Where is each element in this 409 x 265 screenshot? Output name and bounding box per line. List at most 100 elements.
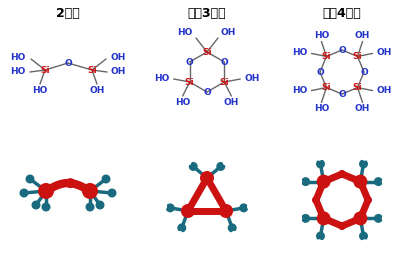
Circle shape — [315, 240, 322, 246]
Circle shape — [86, 212, 93, 219]
Circle shape — [188, 162, 197, 171]
Text: HO: HO — [291, 48, 307, 57]
Circle shape — [82, 183, 98, 199]
Text: HO: HO — [313, 104, 328, 113]
Circle shape — [165, 203, 174, 212]
Text: HO: HO — [313, 31, 328, 40]
Circle shape — [38, 183, 54, 199]
Circle shape — [294, 215, 301, 222]
Circle shape — [102, 209, 109, 216]
Text: O: O — [64, 59, 72, 68]
Text: 2量体: 2量体 — [56, 7, 80, 20]
Circle shape — [360, 153, 367, 161]
Text: HO: HO — [11, 52, 26, 61]
Circle shape — [120, 191, 127, 198]
Circle shape — [27, 209, 34, 216]
Text: HO: HO — [175, 98, 190, 107]
Circle shape — [315, 232, 324, 241]
Circle shape — [294, 178, 301, 185]
Text: Si: Si — [87, 65, 97, 74]
Text: HO: HO — [177, 28, 193, 37]
Circle shape — [8, 191, 16, 198]
Circle shape — [31, 201, 40, 210]
Circle shape — [316, 175, 330, 189]
Circle shape — [360, 240, 367, 246]
Text: HO: HO — [291, 86, 307, 95]
Text: Si: Si — [352, 83, 362, 92]
Circle shape — [111, 169, 118, 176]
Text: Si: Si — [321, 52, 330, 61]
Text: OH: OH — [375, 86, 391, 95]
Circle shape — [227, 223, 236, 232]
Circle shape — [41, 202, 50, 211]
Text: Si: Si — [321, 83, 330, 92]
Text: OH: OH — [111, 67, 126, 76]
Text: OH: OH — [375, 48, 391, 57]
Circle shape — [175, 231, 182, 238]
Circle shape — [65, 178, 75, 188]
Circle shape — [373, 214, 382, 223]
Circle shape — [358, 232, 367, 241]
Text: OH: OH — [89, 86, 104, 95]
Circle shape — [360, 153, 367, 161]
Text: O: O — [337, 90, 345, 99]
Circle shape — [300, 214, 309, 223]
Circle shape — [353, 175, 366, 189]
Circle shape — [315, 153, 322, 161]
Text: OH: OH — [354, 104, 369, 113]
Text: Si: Si — [202, 47, 211, 56]
Text: 環犴4量体: 環犴4量体 — [322, 7, 360, 20]
Circle shape — [8, 191, 16, 198]
Text: Si: Si — [352, 52, 362, 61]
Circle shape — [247, 203, 254, 210]
Text: O: O — [337, 46, 345, 55]
Circle shape — [184, 158, 191, 165]
Circle shape — [353, 211, 366, 226]
Circle shape — [315, 153, 322, 161]
Text: HO: HO — [11, 67, 26, 76]
Circle shape — [107, 188, 116, 197]
Circle shape — [200, 171, 213, 185]
Circle shape — [358, 159, 367, 168]
Circle shape — [102, 209, 109, 216]
Circle shape — [85, 202, 94, 211]
Circle shape — [381, 215, 388, 222]
Text: O: O — [185, 58, 193, 67]
Circle shape — [216, 162, 225, 171]
Circle shape — [101, 174, 110, 183]
Text: OH: OH — [220, 28, 236, 37]
Circle shape — [381, 178, 388, 185]
Circle shape — [180, 204, 194, 218]
Text: Si: Si — [184, 77, 194, 86]
Circle shape — [300, 177, 309, 186]
Circle shape — [111, 169, 118, 176]
Circle shape — [231, 231, 238, 238]
Text: Si: Si — [40, 65, 49, 74]
Circle shape — [311, 196, 319, 204]
Circle shape — [222, 158, 229, 165]
Circle shape — [381, 215, 388, 222]
Circle shape — [27, 209, 34, 216]
Circle shape — [373, 177, 382, 186]
Circle shape — [239, 203, 248, 212]
Text: 環犴3量体: 環犴3量体 — [187, 7, 226, 20]
Circle shape — [175, 231, 182, 238]
Text: HO: HO — [32, 86, 47, 95]
Circle shape — [294, 215, 301, 222]
Circle shape — [222, 158, 229, 165]
Circle shape — [247, 203, 254, 210]
Circle shape — [86, 212, 93, 219]
Circle shape — [160, 203, 166, 210]
Text: Si: Si — [219, 77, 229, 86]
Text: O: O — [359, 68, 367, 77]
Text: OH: OH — [354, 31, 369, 40]
Circle shape — [316, 211, 330, 226]
Circle shape — [315, 240, 322, 246]
Circle shape — [184, 158, 191, 165]
Circle shape — [337, 170, 345, 178]
Circle shape — [360, 240, 367, 246]
Circle shape — [337, 222, 345, 230]
Text: O: O — [202, 87, 210, 96]
Circle shape — [363, 196, 371, 204]
Text: O: O — [220, 58, 228, 67]
